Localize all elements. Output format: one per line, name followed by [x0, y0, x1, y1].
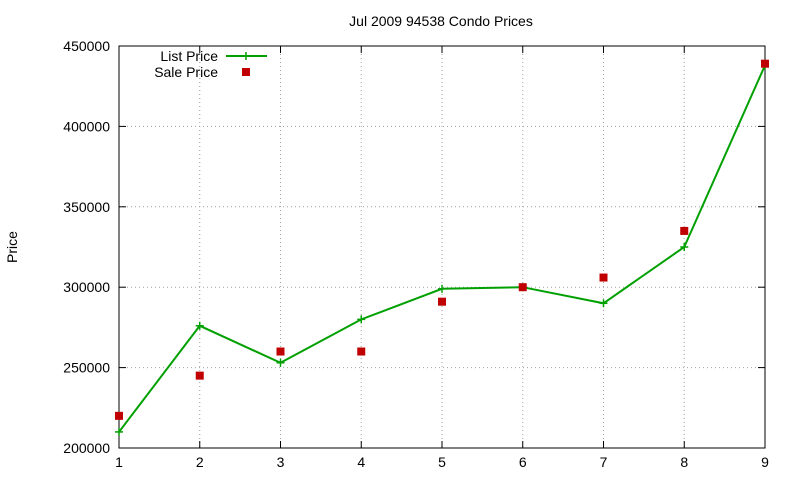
x-tick-label: 4: [357, 454, 365, 470]
series-line-list-price: [118, 64, 766, 433]
sale-price-point: [599, 273, 608, 282]
sale-price-point: [276, 347, 285, 356]
legend-label: List Price: [160, 48, 218, 64]
y-tick-label: 400000: [63, 118, 110, 134]
list-price-point: [276, 358, 285, 367]
sale-price-point: [115, 411, 123, 420]
sale-price-point: [761, 59, 769, 68]
sale-price-point: [195, 371, 204, 380]
axis-ticks: 200000 250000 300000 350000 400000 450000 1 2 3 4…: [63, 38, 769, 470]
list-price-point: [438, 284, 446, 293]
legend-swatch-plus: [242, 52, 250, 60]
x-tick-label: 3: [277, 454, 285, 470]
list-price-point: [357, 315, 366, 324]
x-tick-label: 6: [519, 454, 527, 470]
list-price-point: [115, 427, 123, 436]
legend-label: Sale Price: [154, 64, 218, 80]
y-tick-label: 200000: [63, 440, 110, 456]
x-tick-label: 2: [196, 454, 204, 470]
x-tick-label: 8: [680, 454, 688, 470]
series-layer: [115, 59, 769, 436]
y-tick-label: 250000: [63, 360, 110, 376]
x-tick-label: 1: [115, 454, 123, 470]
sale-price-point: [680, 226, 689, 235]
chart-title: Jul 2009 94538 Condo Prices: [349, 13, 533, 29]
y-tick-label: 350000: [63, 199, 110, 215]
x-tick-label: 5: [438, 454, 446, 470]
sale-price-point: [357, 347, 366, 356]
list-price-point: [195, 321, 204, 330]
list-price-point: [680, 243, 689, 251]
list-price-point: [599, 299, 608, 308]
plot-frame: [118, 45, 766, 449]
grid-lines: [119, 46, 765, 448]
y-tick-label: 300000: [63, 279, 110, 295]
x-tick-label: 7: [600, 454, 608, 470]
sale-price-point: [438, 297, 446, 306]
y-tick-label: 450000: [63, 38, 110, 54]
sale-price-point: [518, 283, 527, 292]
legend-swatch-square: [242, 68, 250, 76]
y-axis-label: Price: [4, 231, 20, 263]
x-tick-label: 9: [761, 454, 769, 470]
